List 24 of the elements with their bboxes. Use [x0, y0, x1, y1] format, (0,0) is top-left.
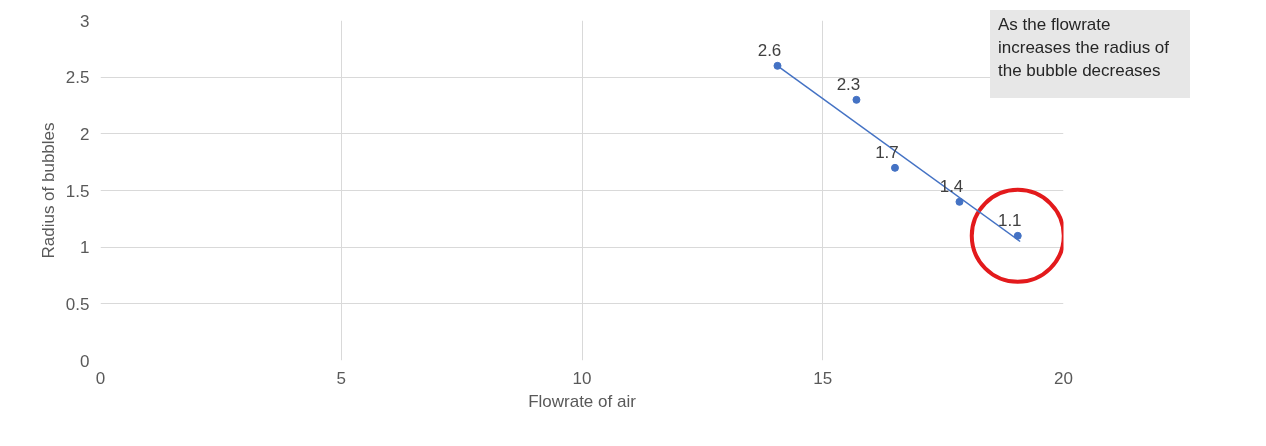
x-tick-label: 10 [572, 368, 592, 388]
annotation: As the flowrate increases the radius of the bubble decreases [998, 14, 1171, 82]
y-tick-label: 2.5 [65, 68, 90, 88]
point [773, 61, 782, 70]
point [955, 197, 964, 206]
x-tick-label: 15 [813, 368, 833, 388]
y-tick-label: 1.5 [65, 181, 90, 201]
data-label: 2.3 [836, 74, 861, 94]
data-label: 1.1 [997, 210, 1022, 230]
point [890, 163, 899, 172]
x-axis-title: Flowrate of air [528, 391, 637, 411]
y-tick-label: 1 [80, 238, 90, 258]
data-label: 1.7 [875, 142, 899, 162]
y-tick-label: 0 [80, 351, 90, 371]
x-tick-label: 0 [95, 368, 106, 388]
x-tick-label: 20 [1054, 368, 1073, 388]
y-tick-label: 3 [80, 11, 90, 31]
y-axis-title: Radius of bubbles [38, 122, 58, 259]
data-label: 2.6 [757, 40, 782, 60]
y-tick-label: 0.5 [65, 294, 90, 314]
x-tick-label: 5 [336, 368, 346, 388]
data-label: 1.4 [939, 176, 964, 196]
point [852, 95, 861, 104]
y-tick-label: 2 [80, 124, 90, 144]
